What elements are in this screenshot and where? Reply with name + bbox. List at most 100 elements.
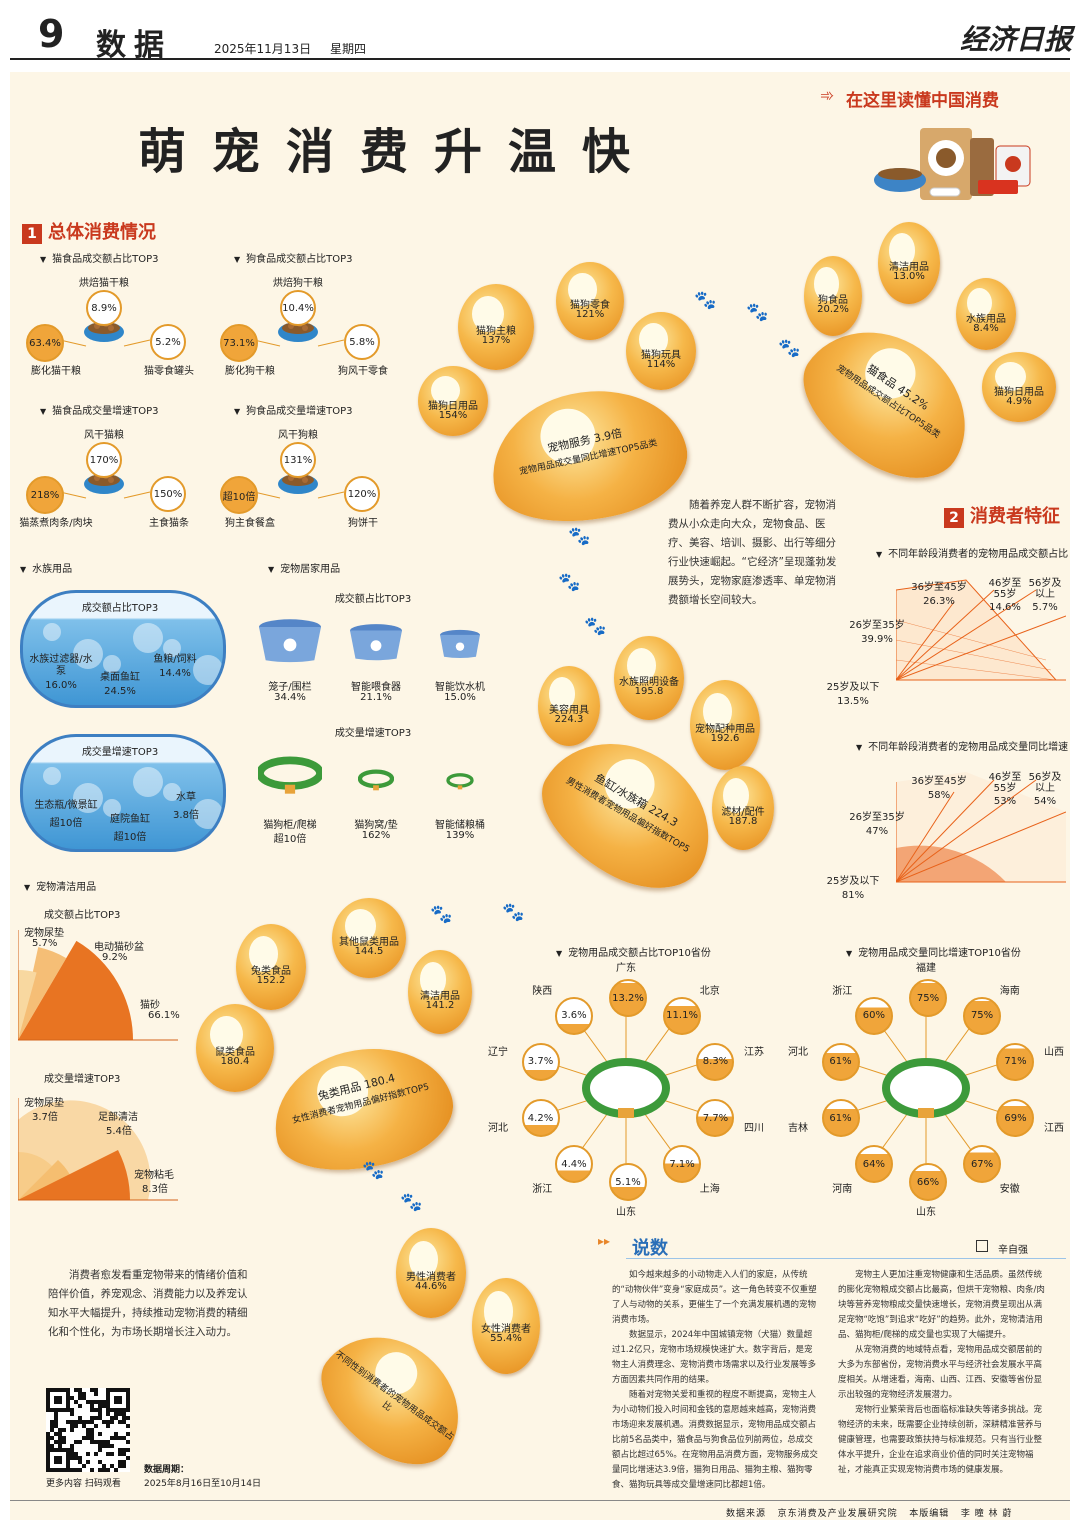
age-growth-label-1: 26岁至35岁	[849, 812, 905, 823]
home-growth-label-2: 智能储粮桶	[435, 820, 485, 831]
prov_growth-label-2: 山西	[1044, 1047, 1065, 1059]
p1-toe-label-0: 猫狗日用品	[428, 400, 478, 412]
p3-toe-0: 美容用具 224.3	[538, 666, 600, 746]
home-subtitle: 宠物居家用品	[268, 560, 340, 575]
p4-toe-highlight	[345, 909, 377, 943]
age-growth-fan	[896, 772, 1066, 882]
p3-toe-2: 宠物配种用品 192.6	[690, 680, 760, 770]
age-growth-value-1: 47%	[865, 826, 889, 837]
mini-paw-icon-3: 🐾	[568, 526, 591, 547]
home-growth-collar-icon-0	[258, 756, 322, 794]
prov_growth-value-0: 75%	[909, 979, 947, 1017]
p3-toe-label-2: 宠物配种用品	[695, 723, 755, 735]
prov_growth-value-5: 66%	[909, 1163, 947, 1201]
section-1-number: 1	[22, 224, 42, 244]
commentary-title: 说数	[632, 1238, 668, 1259]
prov_growth-spokes	[838, 996, 1014, 1180]
aqua-growth-value-1: 超10倍	[113, 832, 147, 843]
section-name: 数据	[96, 28, 172, 63]
cat_share-label-1: 膨化猫干粮	[31, 366, 81, 377]
p3-toe-highlight	[626, 647, 656, 684]
aqua-share-bubble	[73, 639, 103, 669]
p1-toe-value-1: 137%	[481, 334, 511, 346]
prov_growth-label-4: 安徽	[999, 1183, 1020, 1195]
home-share-bowl-icon-1	[350, 624, 402, 661]
prov_growth-label-6: 河南	[832, 1183, 853, 1195]
prov_share-value-7: 4.2%	[521, 1099, 560, 1138]
clean-growth-label-1: 足部清洁	[98, 1112, 138, 1123]
commentary-rule	[626, 1258, 1066, 1259]
commentary-p6: 宠物行业繁荣背后也面临标准缺失等诸多挑战。宠物经济的未来，既需要企业持续创新，深…	[838, 1405, 1043, 1475]
prov_share-value-8: 3.7%	[521, 1042, 560, 1081]
age-growth-label-0: 25岁及以下	[826, 876, 880, 887]
prov_growth-label-7: 吉林	[787, 1122, 808, 1134]
mini-paw-icon-4: 🐾	[558, 572, 581, 593]
p2-toe-value-3: 4.9%	[1006, 395, 1032, 407]
p1-toe-label-3: 猫狗玩具	[641, 350, 681, 362]
age-share-value-4: 5.7%	[1032, 602, 1058, 613]
age-growth-label-3: 46岁至55岁	[988, 772, 1022, 794]
aqua-subtitle: 水族用品	[20, 560, 72, 575]
p4-toe-value-1: 152.2	[256, 974, 286, 986]
pet-food-illustration	[874, 128, 1031, 200]
aqua-growth-label-2: 水草	[176, 792, 196, 803]
p3-toe-highlight	[702, 692, 732, 731]
age-share-subtitle: 不同年龄段消费者的宠物用品成交额占比	[876, 545, 1068, 560]
dog_share-subtitle: 狗食品成交额占比TOP3	[234, 250, 352, 265]
aqua-growth-title: 成交量增速TOP3	[81, 747, 159, 758]
p4-toe-value-2: 144.5	[354, 946, 384, 958]
clean-growth-title: 成交量增速TOP3	[44, 1074, 121, 1085]
cat_share-label-2: 猫零食罐头	[144, 366, 194, 377]
prov_growth-value-1: 75%	[963, 996, 1002, 1035]
p2-toe-highlight	[814, 267, 839, 301]
cat_growth-value-0: 170%	[86, 442, 122, 478]
aqua-growth-tank	[20, 734, 226, 852]
p2-toe-value-2: 8.4%	[973, 322, 999, 334]
prov_share-spokes	[538, 996, 714, 1180]
dog_share-label-2: 狗风干零食	[338, 366, 388, 377]
p4-toe-value-3: 141.2	[425, 999, 455, 1011]
p1-toe-highlight	[568, 272, 597, 306]
clean-growth-label-2: 宠物粘毛	[134, 1170, 174, 1181]
prov_share-label-3: 四川	[744, 1122, 765, 1134]
page-number: 9	[38, 12, 65, 56]
age-growth-subtitle: 不同年龄段消费者的宠物用品成交量同比增速	[856, 738, 1068, 753]
qr-code[interactable]	[46, 1388, 130, 1472]
p1-toe-2: 猫狗零食 121%	[556, 262, 624, 340]
prov-share-subtitle: 宠物用品成交额占比TOP10省份	[556, 944, 711, 959]
cat_share-subtitle: 猫食品成交额占比TOP3	[40, 250, 158, 265]
prov_growth-value-4: 67%	[963, 1145, 1002, 1184]
p1-toe-value-2: 121%	[575, 309, 605, 321]
p4-toe-1: 兔类食品 152.2	[236, 924, 306, 1010]
prov_share-value-1: 11.1%	[663, 996, 702, 1035]
prov_share-label-9: 陕西	[532, 986, 553, 998]
prov_growth-value-9: 60%	[854, 996, 893, 1035]
banner-arrow-icon: ➾	[820, 86, 835, 106]
section-1-header: 1 总体消费情况	[22, 218, 156, 244]
aqua-growth-value-0: 超10倍	[49, 818, 83, 829]
p1-toe-value-0: 154%	[438, 409, 468, 421]
mini-paw-icon-2: 🐾	[778, 338, 801, 359]
home-share-bowl-icon-0	[259, 619, 321, 663]
prov_share-label-2: 江苏	[744, 1047, 765, 1059]
age-share-value-0: 13.5%	[837, 696, 869, 707]
p3-toe-highlight	[549, 677, 576, 711]
home-growth-label-0: 猫狗柜/爬梯	[263, 820, 317, 831]
p3-toe-value-0: 224.3	[554, 714, 584, 726]
age-share-value-1: 39.9%	[861, 634, 893, 645]
home-growth-collar-icon-1	[358, 769, 394, 791]
p5-toe-value-0: 44.6%	[415, 1280, 447, 1292]
period-value: 2025年8月16日至10月14日	[144, 1479, 261, 1489]
p1-toe-highlight	[471, 296, 504, 333]
p2-toe-value-0: 20.2%	[817, 304, 849, 316]
age-share-label-1: 26岁至35岁	[849, 620, 905, 631]
p4-toe-highlight	[248, 936, 278, 973]
p2-toe-highlight	[966, 288, 992, 319]
p5-toe-value-1: 55.4%	[490, 1333, 522, 1345]
p4-toe-highlight	[210, 1016, 243, 1054]
prov_growth-label-8: 河北	[787, 1047, 808, 1059]
home-share-value-0: 34.4%	[274, 692, 306, 703]
cat_share-value-0: 8.9%	[86, 290, 122, 326]
p3-toe-1: 水族照明设备 195.8	[614, 636, 684, 720]
p3-toe-value-2: 192.6	[710, 732, 740, 744]
